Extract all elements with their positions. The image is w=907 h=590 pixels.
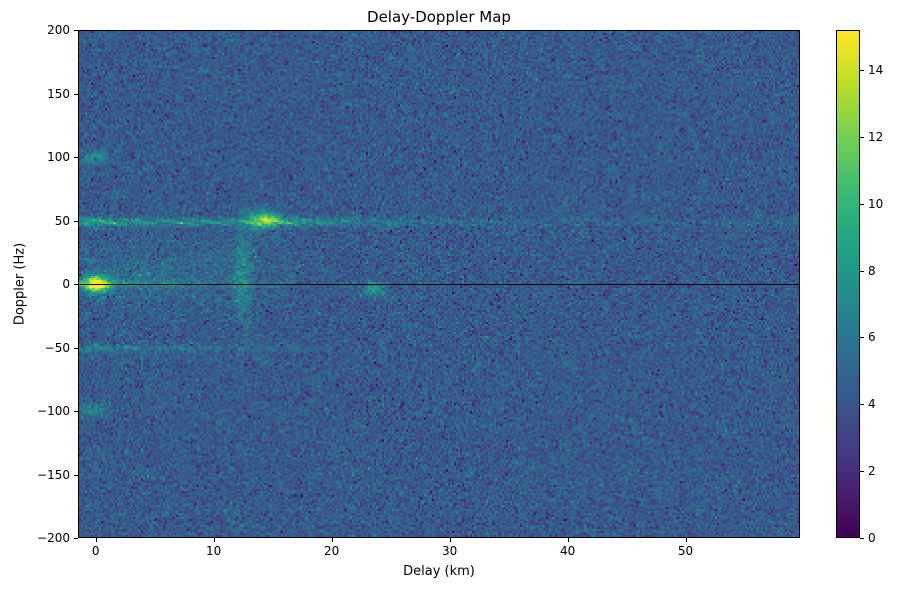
x-tick-mark <box>686 538 687 542</box>
y-tick-mark <box>74 411 78 412</box>
y-tick-mark <box>74 30 78 31</box>
colorbar-tick-label: 10 <box>868 196 884 211</box>
y-tick-mark <box>74 475 78 476</box>
colorbar-tick-label: 14 <box>868 63 884 78</box>
colorbar-tick-mark <box>860 204 864 205</box>
y-tick-label: 150 <box>47 86 70 101</box>
colorbar-tick-label: 12 <box>868 129 884 144</box>
x-tick-mark <box>96 538 97 542</box>
x-tick-label: 0 <box>91 544 100 558</box>
zero-doppler-line <box>79 284 799 285</box>
x-tick-mark <box>568 538 569 542</box>
x-axis-label: Delay (km) <box>403 564 475 579</box>
plot-area <box>78 30 800 538</box>
x-tick-mark <box>214 538 215 542</box>
colorbar-tick-label: 4 <box>868 397 876 412</box>
x-tick-mark <box>332 538 333 542</box>
y-tick-label: 0 <box>62 277 70 291</box>
colorbar-tick-mark <box>860 271 864 272</box>
y-tick-mark <box>74 348 78 349</box>
y-tick-label: −200 <box>37 531 70 545</box>
chart-title: Delay-Doppler Map <box>367 8 511 26</box>
y-tick-mark <box>74 157 78 158</box>
y-tick-label: −150 <box>37 467 70 482</box>
x-tick-label: 50 <box>677 544 694 558</box>
y-tick-mark <box>74 94 78 95</box>
y-tick-label: 50 <box>54 213 70 228</box>
colorbar-tick-label: 0 <box>868 531 876 545</box>
colorbar-tick-mark <box>860 337 864 338</box>
colorbar-tick-mark <box>860 404 864 405</box>
y-tick-label: 200 <box>47 23 70 37</box>
y-tick-label: −100 <box>37 404 70 418</box>
x-tick-label: 10 <box>206 544 222 558</box>
y-tick-label: 100 <box>47 150 70 164</box>
x-tick-mark <box>450 538 451 542</box>
x-tick-label: 30 <box>441 544 458 558</box>
colorbar-tick-label: 8 <box>868 263 876 278</box>
colorbar-tick-label: 2 <box>868 464 876 479</box>
x-tick-label: 40 <box>559 544 576 558</box>
colorbar-tick-mark <box>860 538 864 539</box>
colorbar-tick-mark <box>860 471 864 472</box>
y-tick-mark <box>74 538 78 539</box>
colorbar-tick-mark <box>860 70 864 71</box>
colorbar-tick-label: 6 <box>868 330 876 345</box>
x-tick-label: 20 <box>324 544 340 558</box>
y-tick-mark <box>74 221 78 222</box>
colorbar-tick-mark <box>860 137 864 138</box>
y-tick-label: −50 <box>44 340 70 355</box>
colorbar-canvas <box>837 31 859 537</box>
y-tick-mark <box>74 284 78 285</box>
colorbar <box>836 30 860 538</box>
